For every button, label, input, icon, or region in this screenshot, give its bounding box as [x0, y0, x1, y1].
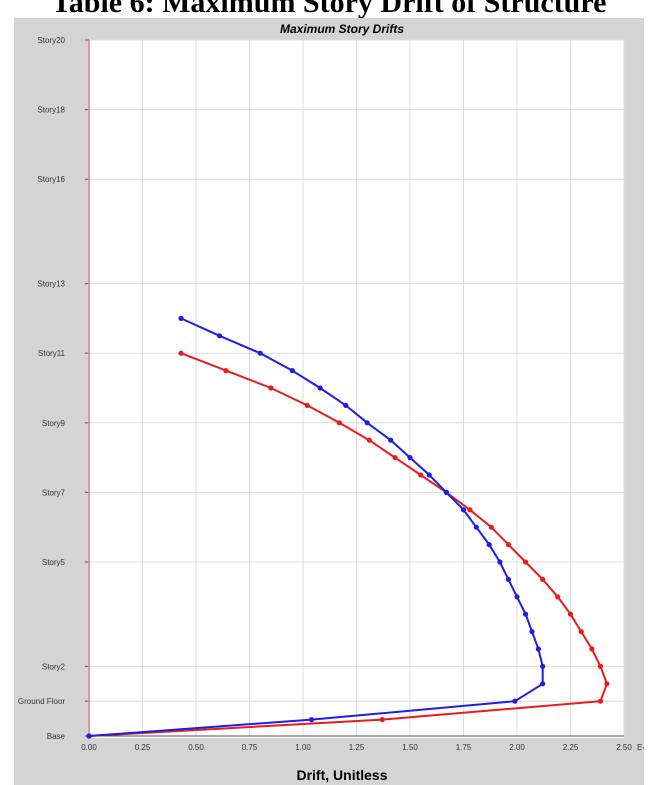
x-tick-label: 2.50 [616, 743, 632, 752]
x-tick-label: 0.25 [135, 743, 151, 752]
labels-layer: 0.00 0.25 0.50 0.75 1.00 1.25 1.50 1.75 2.00 2.25… [18, 36, 644, 752]
grid [89, 39, 625, 736]
axes [85, 39, 624, 737]
series-2-point [540, 681, 546, 687]
series-2-point [216, 333, 223, 339]
series-2-point [460, 507, 467, 513]
y-tick-label: Story18 [37, 106, 65, 115]
series-1-point [488, 524, 494, 530]
series-2-point [514, 594, 520, 600]
series-1-point [604, 681, 610, 687]
page-heading: Table 6: Maximum Story Drift of Structur… [51, 0, 607, 19]
x-tick-label: 1.75 [456, 743, 472, 752]
y-tick-label: Ground Floor [18, 697, 65, 706]
series-1-point [223, 368, 229, 374]
series-2-point [535, 646, 542, 652]
x-tick-label: 0.75 [242, 743, 258, 752]
y-tick-label: Base [47, 732, 66, 741]
series-2-point [426, 472, 432, 478]
series-1-point [392, 455, 398, 461]
series-2-point [257, 350, 263, 356]
series-1-point [178, 350, 184, 356]
series-1-point [366, 437, 372, 443]
x-tick-label: 1.00 [295, 743, 311, 752]
series-1-point [597, 698, 604, 704]
y-tick-label: Story16 [37, 175, 65, 184]
series-2-point [343, 402, 349, 408]
drift-chart: 0.00 0.25 0.50 0.75 1.00 1.25 1.50 1.75 2.00 2.25… [18, 22, 644, 783]
series-1-point [522, 559, 529, 565]
y-tick-label: Story7 [42, 488, 66, 497]
series-1-point [597, 663, 604, 670]
x-tick-label: 1.25 [349, 743, 365, 752]
y-tick-label: Story11 [38, 349, 66, 358]
series-2-point [505, 576, 512, 583]
series-1-point [567, 611, 574, 617]
series-1-point [304, 402, 310, 408]
series-1-point [555, 594, 561, 600]
y-tick-label: Story2 [42, 662, 66, 671]
chart-frame: 0.00 0.25 0.50 0.75 1.00 1.25 1.50 1.75 2.00 2.25… [14, 18, 644, 785]
x-tick-label: 0.00 [81, 743, 97, 752]
series-2-point [86, 733, 92, 739]
series-2-point [308, 717, 315, 723]
series-2-point [443, 489, 449, 495]
series-2-point [529, 629, 535, 635]
series-2-point [486, 542, 492, 548]
series-1-point [336, 420, 342, 426]
series-1-point [578, 629, 584, 635]
x-axis-label: Drift, Unitless [296, 767, 387, 783]
series-1-point [467, 507, 473, 513]
y-tick-label: Story20 [37, 36, 65, 45]
series-1-point [589, 646, 595, 652]
y-tick-label: Story13 [37, 280, 65, 289]
series-2-point [473, 524, 479, 530]
series-2-point [522, 611, 529, 617]
series-1-point [505, 542, 512, 548]
x-tick-label: 1.50 [402, 743, 418, 752]
series-1-point [418, 472, 424, 478]
series-1-point [379, 717, 385, 723]
series-2-point [497, 559, 503, 565]
series-2-point [540, 663, 546, 670]
y-tick-label: Story9 [42, 419, 66, 428]
x-unit-label: E-3 [637, 743, 644, 752]
series-2-point [289, 368, 295, 374]
series-2-point [388, 437, 394, 443]
series-2-point [407, 455, 413, 461]
series-layer [86, 315, 610, 739]
series-1-point [540, 576, 546, 583]
series-2-point [178, 315, 184, 321]
x-tick-label: 2.00 [509, 743, 525, 752]
series-2-point [512, 698, 518, 704]
series-1-point [268, 385, 274, 391]
y-tick-label: Story5 [42, 558, 66, 567]
x-tick-label: 2.25 [563, 743, 579, 752]
series-2-point [317, 385, 323, 391]
series-2-point [364, 420, 370, 426]
x-tick-label: 0.50 [188, 743, 204, 752]
chart-title: Maximum Story Drifts [280, 22, 404, 36]
